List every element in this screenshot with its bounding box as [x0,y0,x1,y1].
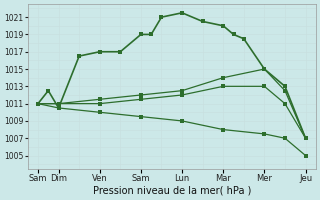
X-axis label: Pression niveau de la mer( hPa ): Pression niveau de la mer( hPa ) [92,186,251,196]
